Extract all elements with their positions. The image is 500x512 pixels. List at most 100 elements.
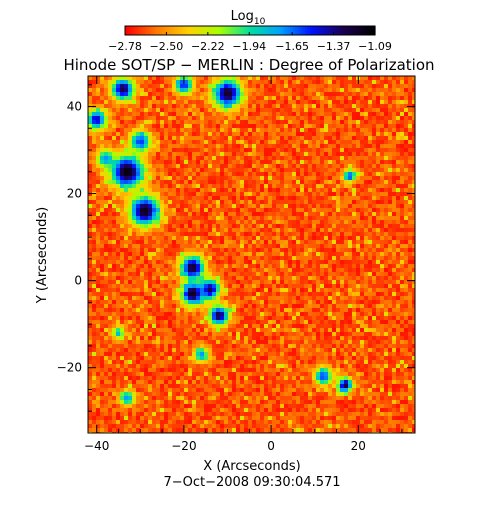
heatmap-cell xyxy=(360,80,364,84)
heatmap-cell xyxy=(112,288,116,292)
heatmap-cell xyxy=(288,212,292,216)
heatmap-cell xyxy=(216,204,220,208)
heatmap-cell xyxy=(280,160,284,164)
heatmap-cell xyxy=(364,112,368,116)
heatmap-cell xyxy=(172,148,176,152)
heatmap-cell xyxy=(180,144,184,148)
heatmap-cell xyxy=(104,292,108,296)
heatmap-cell xyxy=(172,312,176,316)
heatmap-cell xyxy=(152,88,156,92)
heatmap-cell xyxy=(268,236,272,240)
heatmap-cell xyxy=(396,112,400,116)
heatmap-cell xyxy=(124,152,128,156)
heatmap-cell xyxy=(256,172,260,176)
heatmap-cell xyxy=(92,220,96,224)
heatmap-cell xyxy=(336,204,340,208)
heatmap-cell xyxy=(124,204,128,208)
heatmap-cell xyxy=(324,200,328,204)
heatmap-cell xyxy=(392,80,396,84)
heatmap-cell xyxy=(224,276,228,280)
heatmap-cell xyxy=(412,88,415,92)
heatmap-cell xyxy=(168,116,172,120)
heatmap-cell xyxy=(380,164,384,168)
heatmap-cell xyxy=(132,212,136,216)
heatmap-cell xyxy=(88,124,92,128)
heatmap-cell xyxy=(352,236,356,240)
heatmap-cell xyxy=(332,164,336,168)
heatmap-cell xyxy=(120,160,124,164)
heatmap-cell xyxy=(232,152,236,156)
heatmap-cell xyxy=(320,160,324,164)
heatmap-cell xyxy=(220,176,224,180)
heatmap-cell xyxy=(108,264,112,268)
heatmap-cell xyxy=(256,300,260,304)
heatmap-cell xyxy=(292,156,296,160)
heatmap-cell xyxy=(260,264,264,268)
heatmap-cell xyxy=(184,100,188,104)
heatmap-cell xyxy=(368,188,372,192)
heatmap-cell xyxy=(396,160,400,164)
heatmap-cell xyxy=(264,128,268,132)
heatmap-cell xyxy=(372,108,376,112)
heatmap-cell xyxy=(204,120,208,124)
heatmap-cell xyxy=(252,112,256,116)
heatmap-cell xyxy=(328,300,332,304)
heatmap-cell xyxy=(220,116,224,120)
heatmap-cell xyxy=(104,136,108,140)
heatmap-cell xyxy=(368,228,372,232)
heatmap-cell xyxy=(140,208,144,212)
heatmap-cell xyxy=(112,256,116,260)
heatmap-cell xyxy=(244,264,248,268)
heatmap-cell xyxy=(92,136,96,140)
heatmap-cell xyxy=(348,140,352,144)
heatmap-cell xyxy=(392,132,396,136)
heatmap-cell xyxy=(216,216,220,220)
heatmap-cell xyxy=(320,260,324,264)
heatmap-cell xyxy=(216,140,220,144)
heatmap-cell xyxy=(372,276,376,280)
heatmap-cell xyxy=(344,152,348,156)
heatmap-cell xyxy=(96,212,100,216)
heatmap-cell xyxy=(264,248,268,252)
heatmap-cell xyxy=(288,152,292,156)
heatmap-cell xyxy=(128,136,132,140)
heatmap-cell xyxy=(356,216,360,220)
heatmap-cell xyxy=(364,184,368,188)
heatmap-cell xyxy=(276,216,280,220)
heatmap-cell xyxy=(368,120,372,124)
heatmap-cell xyxy=(192,264,196,268)
heatmap-cell xyxy=(108,276,112,280)
heatmap-cell xyxy=(264,288,268,292)
heatmap-cell xyxy=(140,296,144,300)
heatmap-cell xyxy=(224,264,228,268)
heatmap-cell xyxy=(108,124,112,128)
heatmap-cell xyxy=(200,284,204,288)
heatmap-cell xyxy=(128,112,132,116)
heatmap-cell xyxy=(356,268,360,272)
heatmap-cell xyxy=(236,132,240,136)
heatmap-cell xyxy=(404,236,408,240)
heatmap-cell xyxy=(140,132,144,136)
heatmap-cell xyxy=(332,304,336,308)
heatmap-cell xyxy=(156,208,160,212)
heatmap-cell xyxy=(320,232,324,236)
heatmap-cell xyxy=(168,164,172,168)
heatmap-cell xyxy=(152,108,156,112)
heatmap-cell xyxy=(116,260,120,264)
heatmap-cell xyxy=(396,136,400,140)
heatmap-cell xyxy=(112,244,116,248)
heatmap-cell xyxy=(412,132,415,136)
heatmap-cell xyxy=(232,300,236,304)
heatmap-cell xyxy=(124,260,128,264)
heatmap-cell xyxy=(288,88,292,92)
heatmap-cell xyxy=(236,104,240,108)
colorbar-segment xyxy=(357,26,361,35)
heatmap-cell xyxy=(236,184,240,188)
heatmap-cell xyxy=(280,104,284,108)
heatmap-cell xyxy=(276,104,280,108)
heatmap-cell xyxy=(112,292,116,296)
heatmap-cell xyxy=(196,136,200,140)
heatmap-cell xyxy=(328,76,332,80)
heatmap-cell xyxy=(120,120,124,124)
heatmap-cell xyxy=(412,116,415,120)
